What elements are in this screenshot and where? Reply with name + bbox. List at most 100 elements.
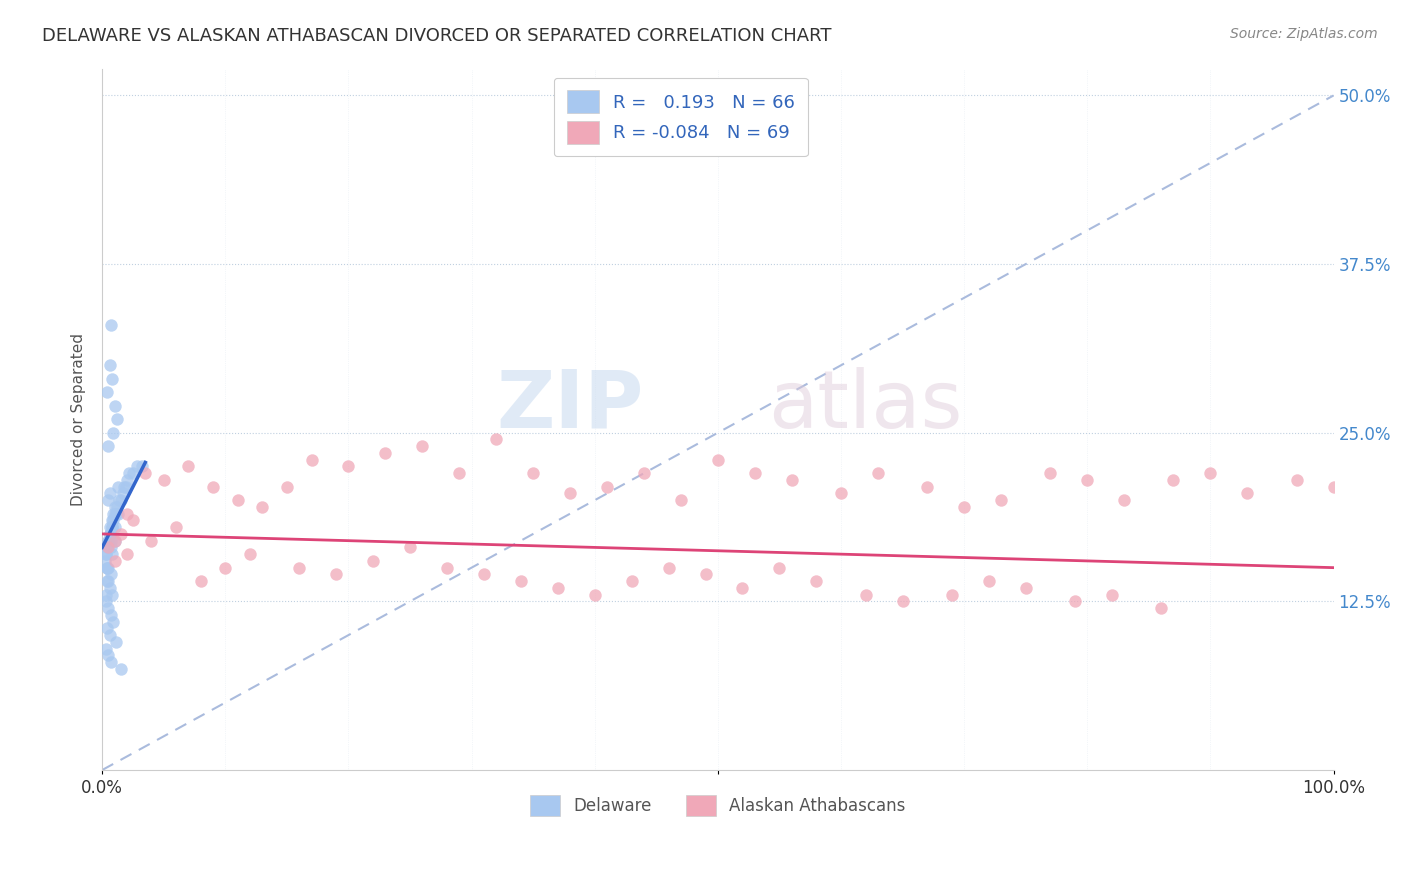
Point bbox=[707, 452, 730, 467]
Point bbox=[94, 588, 117, 602]
Point bbox=[633, 467, 655, 481]
Point bbox=[97, 533, 120, 548]
Point bbox=[105, 500, 128, 514]
Point bbox=[695, 567, 717, 582]
Point bbox=[669, 493, 692, 508]
Point bbox=[101, 513, 124, 527]
Point bbox=[226, 493, 249, 508]
Point bbox=[100, 607, 122, 622]
Point bbox=[1150, 601, 1173, 615]
Point bbox=[101, 547, 124, 561]
Point bbox=[93, 554, 115, 568]
Point bbox=[103, 507, 125, 521]
Point bbox=[276, 480, 298, 494]
Point bbox=[97, 439, 120, 453]
Point bbox=[103, 399, 125, 413]
Point bbox=[1285, 473, 1308, 487]
Point bbox=[96, 541, 118, 555]
Point bbox=[100, 541, 122, 555]
Point bbox=[152, 473, 174, 487]
Point bbox=[583, 588, 606, 602]
Point bbox=[100, 318, 122, 332]
Point bbox=[115, 507, 138, 521]
Point bbox=[96, 560, 118, 574]
Point bbox=[411, 439, 433, 453]
Point bbox=[110, 527, 132, 541]
Point bbox=[97, 541, 120, 555]
Point bbox=[977, 574, 1000, 589]
Point bbox=[118, 467, 141, 481]
Point bbox=[98, 359, 121, 373]
Point bbox=[953, 500, 976, 514]
Point bbox=[94, 547, 117, 561]
Point bbox=[177, 459, 200, 474]
Point bbox=[103, 615, 125, 629]
Point bbox=[165, 520, 187, 534]
Point bbox=[97, 560, 120, 574]
Point bbox=[855, 588, 877, 602]
Point bbox=[94, 594, 117, 608]
Point bbox=[1039, 467, 1062, 481]
Point bbox=[103, 554, 125, 568]
Point bbox=[107, 507, 129, 521]
Point bbox=[731, 581, 754, 595]
Text: ZIP: ZIP bbox=[496, 367, 644, 445]
Legend: Delaware, Alaskan Athabascans: Delaware, Alaskan Athabascans bbox=[522, 787, 914, 825]
Point bbox=[1101, 588, 1123, 602]
Point bbox=[239, 547, 262, 561]
Point bbox=[108, 493, 131, 508]
Point bbox=[830, 486, 852, 500]
Point bbox=[337, 459, 360, 474]
Point bbox=[103, 500, 125, 514]
Point bbox=[558, 486, 581, 500]
Point bbox=[97, 493, 120, 508]
Text: Source: ZipAtlas.com: Source: ZipAtlas.com bbox=[1230, 27, 1378, 41]
Point bbox=[941, 588, 963, 602]
Point bbox=[103, 425, 125, 440]
Point bbox=[98, 527, 121, 541]
Point bbox=[125, 459, 148, 474]
Point bbox=[214, 560, 236, 574]
Point bbox=[115, 473, 138, 487]
Point bbox=[1199, 467, 1222, 481]
Point bbox=[104, 507, 127, 521]
Point bbox=[98, 527, 121, 541]
Point bbox=[103, 513, 125, 527]
Point bbox=[134, 467, 156, 481]
Point bbox=[1064, 594, 1087, 608]
Point bbox=[103, 520, 125, 534]
Point bbox=[96, 560, 118, 574]
Point bbox=[1163, 473, 1185, 487]
Point bbox=[1236, 486, 1258, 500]
Text: atlas: atlas bbox=[769, 367, 963, 445]
Point bbox=[112, 486, 135, 500]
Point bbox=[202, 480, 225, 494]
Point bbox=[620, 574, 643, 589]
Point bbox=[97, 648, 120, 663]
Point bbox=[768, 560, 790, 574]
Point bbox=[98, 581, 121, 595]
Point bbox=[1015, 581, 1038, 595]
Point bbox=[990, 493, 1012, 508]
Point bbox=[103, 507, 125, 521]
Point bbox=[485, 433, 508, 447]
Point bbox=[449, 467, 471, 481]
Point bbox=[103, 533, 125, 548]
Point bbox=[744, 467, 766, 481]
Point bbox=[325, 567, 347, 582]
Point bbox=[96, 621, 118, 635]
Point bbox=[509, 574, 531, 589]
Point bbox=[141, 533, 163, 548]
Point bbox=[122, 467, 145, 481]
Point bbox=[97, 533, 120, 548]
Point bbox=[96, 385, 118, 400]
Point bbox=[110, 493, 132, 508]
Point bbox=[100, 533, 122, 548]
Point bbox=[112, 480, 135, 494]
Y-axis label: Divorced or Separated: Divorced or Separated bbox=[72, 333, 86, 506]
Point bbox=[97, 574, 120, 589]
Point bbox=[301, 452, 323, 467]
Point bbox=[107, 480, 129, 494]
Point bbox=[96, 574, 118, 589]
Point bbox=[98, 628, 121, 642]
